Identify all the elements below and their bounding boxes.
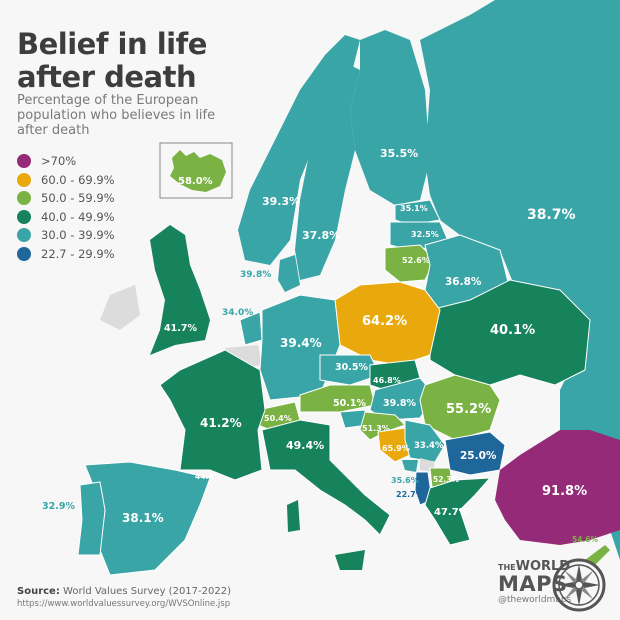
region-sardinia	[287, 500, 300, 532]
legend-swatch-icon	[17, 228, 31, 243]
label-macedonia: 52.3%	[433, 475, 460, 484]
label-spain: 38.1%	[122, 511, 164, 525]
legend-swatch-icon	[17, 191, 31, 206]
brand-handle: @theworldmaps	[498, 595, 572, 605]
label-croatia: 51.3%	[362, 424, 390, 433]
label-andorra: 44.4%	[195, 472, 222, 481]
region-sweden	[295, 60, 360, 280]
label-turkey: 91.8%	[542, 484, 587, 499]
region-iceland	[170, 150, 226, 192]
label-serbia: 33.4%	[414, 441, 444, 451]
label-denmark: 39.8%	[240, 270, 271, 280]
region-montenegro	[402, 460, 418, 472]
legend-item: 22.7 - 29.9%	[17, 245, 115, 264]
page-title: Belief in life after death	[17, 27, 207, 94]
region-bosnia	[377, 427, 411, 463]
label-romania: 55.2%	[446, 402, 491, 417]
label-germany: 39.4%	[280, 336, 322, 350]
label-bosnia: 65.9%	[382, 444, 410, 453]
label-montenegro: 35.6%	[391, 476, 419, 485]
label-italy: 49.4%	[286, 439, 324, 452]
source-label: Source:	[17, 586, 60, 597]
brand-logo: THEWORLD MAPS @theworldmaps	[498, 559, 572, 605]
label-albania: 22.7%	[396, 490, 424, 499]
label-portugal: 32.9%	[42, 501, 75, 512]
region-portugal	[77, 481, 106, 556]
label-ukraine: 40.1%	[490, 323, 535, 338]
label-finland: 35.5%	[380, 147, 418, 160]
legend-label: 50.0 - 59.9%	[41, 191, 115, 206]
legend-label: 40.0 - 49.9%	[41, 209, 115, 224]
region-greece	[424, 477, 492, 546]
legend-item: >70%	[17, 152, 115, 171]
legend-swatch-icon	[17, 172, 31, 187]
label-estonia: 35.1%	[400, 204, 428, 213]
label-belarus: 36.8%	[445, 276, 482, 288]
region-italy	[261, 419, 391, 536]
region-romania	[419, 374, 501, 441]
region-turkey	[495, 430, 620, 545]
brand-maps: MAPS	[498, 572, 568, 596]
region-belgium-nodata	[225, 345, 262, 368]
label-russia: 38.7%	[527, 207, 576, 223]
label-austria: 50.1%	[333, 398, 366, 409]
label-iceland: 58.0%	[178, 176, 213, 187]
region-poland	[334, 281, 441, 366]
region-sicily	[335, 550, 365, 570]
legend-item: 40.0 - 49.9%	[17, 208, 115, 227]
legend-label: 60.0 - 69.9%	[41, 172, 115, 187]
label-uk: 41.7%	[164, 323, 197, 334]
label-latvia: 32.5%	[411, 230, 439, 239]
legend-swatch-icon	[17, 209, 31, 224]
label-czechia: 30.5%	[335, 362, 368, 373]
region-czechia	[319, 354, 381, 386]
label-bulgaria: 25.0%	[460, 450, 497, 462]
legend: >70% 60.0 - 69.9% 50.0 - 59.9% 40.0 - 49…	[17, 152, 115, 263]
page-subtitle: Percentage of the European population wh…	[17, 93, 216, 138]
label-hungary: 39.8%	[383, 398, 416, 409]
region-ireland-nodata	[100, 285, 140, 330]
source-url[interactable]: https://www.worldvaluessurvey.org/WVSOnl…	[17, 599, 231, 609]
legend-item: 60.0 - 69.9%	[17, 171, 115, 190]
brand-world: WORLD	[515, 559, 571, 574]
label-slovakia: 46.8%	[373, 376, 401, 385]
region-lithuania	[384, 244, 436, 283]
label-switzerland: 50.4%	[264, 414, 292, 423]
brand-the: THE	[498, 563, 516, 572]
legend-label: 22.7 - 29.9%	[41, 246, 115, 261]
legend-item: 30.0 - 39.9%	[17, 226, 115, 245]
region-denmark	[278, 255, 300, 292]
source-text: World Values Survey (2017-2022)	[63, 586, 231, 597]
region-finland	[350, 30, 430, 205]
label-poland: 64.2%	[362, 314, 407, 329]
label-france: 41.2%	[200, 416, 242, 430]
region-hungary	[369, 377, 436, 421]
label-norway: 39.3%	[262, 195, 300, 208]
iceland-inset-frame	[159, 142, 233, 199]
legend-swatch-icon	[17, 246, 31, 261]
legend-label: >70%	[41, 154, 77, 169]
label-lithuania: 52.6%	[402, 256, 430, 265]
region-russia	[420, 0, 620, 560]
legend-label: 30.0 - 39.9%	[41, 228, 115, 243]
region-cyprus	[585, 545, 610, 565]
compass-icon	[552, 558, 606, 612]
label-greece: 47.7%	[434, 507, 469, 518]
label-cyprus: 54.6%	[572, 535, 599, 544]
region-france	[159, 349, 266, 481]
label-sweden: 37.8%	[302, 229, 340, 242]
label-netherlands: 34.0%	[222, 308, 253, 318]
region-ukraine	[429, 279, 591, 386]
legend-swatch-icon	[17, 154, 31, 169]
legend-item: 50.0 - 59.9%	[17, 189, 115, 208]
source-line: Source: World Values Survey (2017-2022)	[17, 586, 231, 597]
region-uk	[150, 225, 210, 355]
